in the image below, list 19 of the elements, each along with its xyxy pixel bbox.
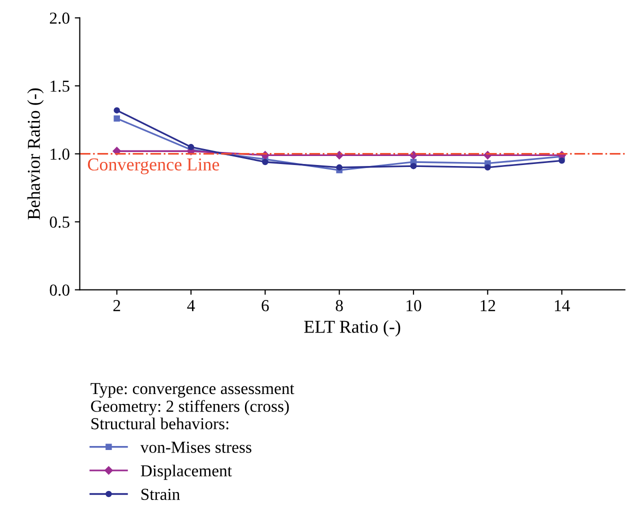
legend-label: Displacement (140, 464, 232, 480)
x-tick-label: 10 (406, 300, 422, 312)
y-tick-label: 1.0 (50, 148, 70, 160)
legend-label: Strain (141, 488, 180, 500)
x-tick-label: 6 (262, 300, 269, 312)
x-axis-title: ELT Ratio (-) (304, 320, 400, 337)
y-tick-label: 0.5 (50, 216, 70, 228)
x-tick-label: 4 (187, 300, 195, 312)
y-tick-label: 0.0 (50, 284, 70, 296)
legend-label: von-Mises stress (140, 442, 252, 453)
legend-title: Type: convergence assessment Geometry: 2 stiffeners (cross) Structural behaviors: (90, 383, 294, 430)
x-tick-label: 14 (554, 300, 570, 312)
y-tick-label: 2.0 (50, 12, 70, 24)
x-tick-label: 2 (113, 300, 120, 312)
y-axis-title: Behavior Ratio (-) (27, 88, 44, 220)
x-tick-label: 8 (336, 300, 343, 312)
x-tick-label: 12 (480, 300, 496, 312)
y-tick-label: 1.5 (50, 80, 70, 92)
ref-line-label: Convergence Line (88, 158, 220, 174)
